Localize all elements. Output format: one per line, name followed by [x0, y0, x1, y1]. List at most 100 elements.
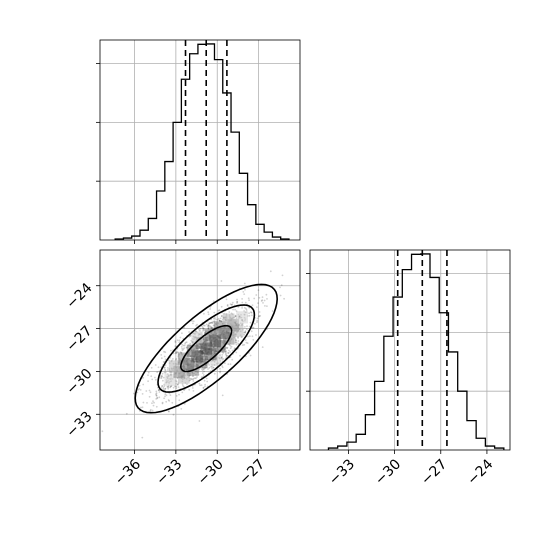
scatter-point	[158, 396, 161, 399]
scatter-point	[202, 329, 205, 332]
axes-frame-bottom-left	[99, 249, 301, 451]
y-tick-label: −27	[63, 323, 95, 355]
scatter-point	[162, 388, 165, 391]
scatter-point	[213, 316, 216, 319]
scatter-point	[163, 397, 166, 400]
scatter-point	[210, 365, 212, 368]
scatter-point	[188, 335, 191, 338]
scatter-point	[225, 355, 228, 358]
scatter-point	[221, 394, 224, 397]
scatter-point	[155, 398, 158, 400]
scatter-point	[182, 344, 185, 347]
scatter-point	[172, 413, 175, 416]
scatter-point	[220, 315, 223, 318]
scatter-point	[229, 351, 232, 353]
scatter-point	[202, 328, 205, 330]
scatter-point	[202, 374, 205, 376]
scatter-point	[151, 378, 154, 381]
scatter-point	[191, 387, 194, 389]
scatter-point	[175, 380, 178, 383]
scatter-point	[211, 367, 213, 370]
scatter-point	[207, 327, 210, 329]
scatter-point	[221, 354, 224, 356]
scatter-point	[251, 326, 254, 329]
scatter-point	[167, 399, 170, 401]
scatter-point	[181, 343, 184, 346]
scatter-point	[163, 350, 165, 353]
scatter-point	[147, 374, 149, 377]
scatter-point	[251, 304, 254, 307]
scatter-point	[200, 376, 203, 379]
scatter-point	[244, 301, 247, 304]
scatter-point	[224, 362, 226, 364]
scatter-point	[175, 387, 178, 389]
scatter-point	[202, 327, 205, 330]
scatter-point	[198, 420, 201, 422]
scatter-point	[219, 371, 221, 374]
scatter-point	[244, 326, 246, 328]
scatter-point	[160, 377, 163, 379]
scatter-point	[230, 303, 233, 306]
scatter-point	[160, 387, 163, 389]
scatter-point	[231, 349, 234, 352]
scatter-point	[250, 330, 253, 333]
scatter-point	[221, 358, 224, 360]
scatter-point	[217, 309, 220, 312]
y-tick-label: −24	[63, 280, 95, 312]
scatter-point	[181, 349, 184, 352]
scatter-point	[160, 375, 163, 377]
scatter-point	[138, 384, 141, 387]
ticks-top-left	[96, 63, 260, 244]
x-tick-label: −27	[236, 456, 268, 488]
scatter-point	[182, 348, 185, 351]
scatter-point	[228, 311, 231, 313]
contour-line	[134, 283, 279, 414]
scatter-point	[207, 324, 210, 327]
scatter-point	[147, 371, 150, 374]
scatter-point	[241, 301, 244, 304]
scatter-point	[210, 326, 212, 329]
scatter-point	[153, 401, 155, 404]
scatter-point	[156, 371, 159, 374]
scatter-point	[208, 366, 211, 369]
density-cell	[168, 360, 181, 373]
y-tick-label: −30	[63, 366, 95, 398]
contour-lines	[134, 283, 279, 414]
scatter-point	[199, 327, 202, 330]
scatter-point	[207, 362, 210, 365]
scatter-point	[246, 325, 248, 328]
scatter-point	[231, 301, 234, 304]
scatter-point	[225, 298, 228, 301]
scatter-point	[236, 298, 238, 301]
scatter-point	[207, 341, 210, 343]
scatter-point	[149, 410, 152, 412]
scatter-point	[211, 322, 214, 324]
scatter-point	[265, 293, 268, 296]
scatter-point	[142, 383, 145, 386]
scatter-point	[234, 315, 237, 318]
scatter-point	[212, 320, 215, 323]
scatter-point	[164, 368, 167, 371]
scatter-point	[245, 307, 247, 310]
scatter-point	[189, 379, 192, 382]
scatter-point	[225, 350, 228, 352]
scatter-point	[262, 302, 264, 304]
density-cell	[164, 373, 177, 386]
scatter-point	[148, 389, 151, 392]
scatter-point	[168, 400, 171, 402]
x-tick-label: −27	[418, 456, 450, 488]
scatter-point	[226, 347, 229, 350]
scatter-point	[219, 319, 221, 322]
scatter-point	[160, 377, 162, 379]
scatter-point	[254, 322, 256, 325]
scatter-point	[154, 364, 157, 366]
scatter-point	[247, 297, 250, 300]
contour-line	[157, 304, 256, 393]
scatter-point	[222, 352, 225, 354]
scatter-point	[199, 329, 201, 332]
panel-top-left-histogram	[96, 39, 301, 244]
scatter-point	[243, 343, 246, 346]
scatter-point	[145, 390, 148, 392]
scatter-point	[245, 309, 248, 311]
scatter-point	[227, 352, 230, 354]
